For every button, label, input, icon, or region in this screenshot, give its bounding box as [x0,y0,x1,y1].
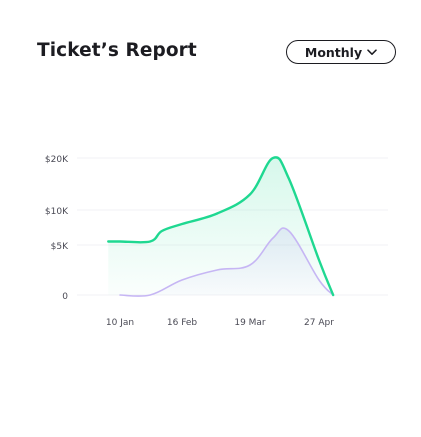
period-select-value: Monthly [304,44,363,60]
y-tick-label: $10K [45,207,69,217]
period-select-button[interactable]: Monthly [286,40,396,64]
series-0-line [107,156,335,297]
x-tick-label: 27 Apr [304,318,334,328]
series-0-area [108,157,334,295]
series-1-line [119,227,334,297]
y-tick-label: 0 [62,292,68,302]
y-tick-label: $5K [51,242,69,252]
chevron-down-icon [367,48,377,55]
y-tick-label: $20K [45,155,69,165]
card-title: Ticket’s Report [37,40,197,61]
x-tick-label: 16 Feb [167,318,198,328]
x-tick-label: 19 Mar [234,318,266,328]
tickets-chart: $20K $10K $5K 0 10 Jan 16 Feb 19 Mar 27 Apr [45,155,388,328]
x-tick-label: 10 Jan [106,318,134,328]
